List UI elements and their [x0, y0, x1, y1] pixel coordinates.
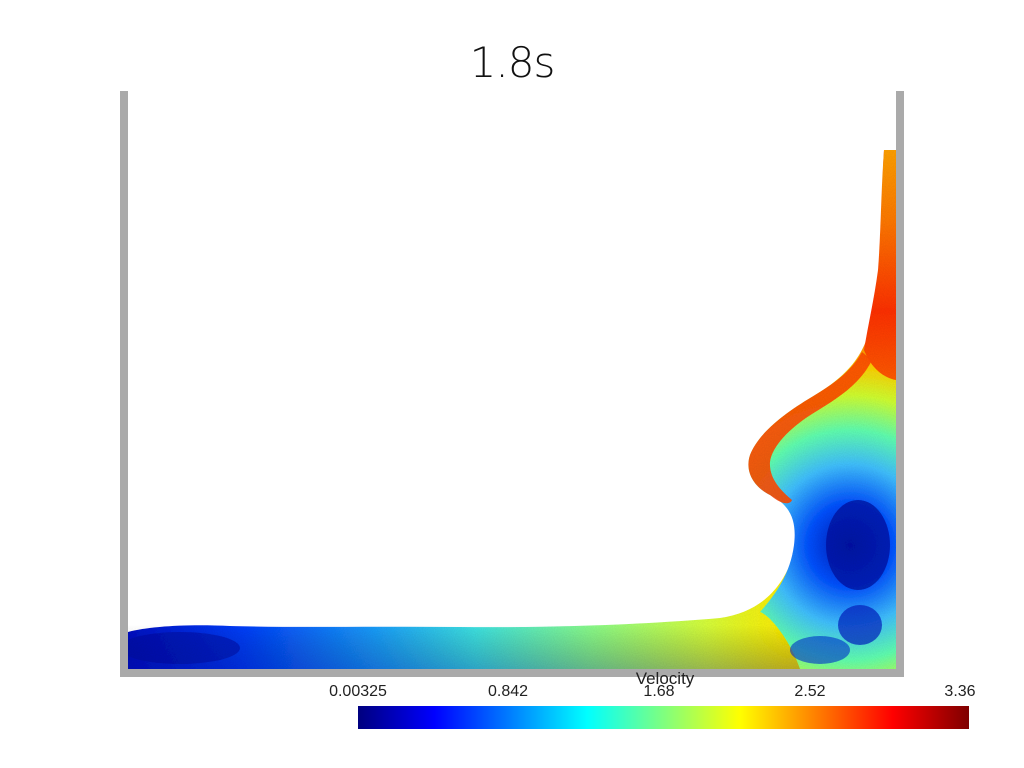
right-wall [896, 91, 904, 677]
colorbar-tick-1: 0.842 [487, 683, 529, 700]
colorbar-tick-4: 3.36 [944, 683, 976, 700]
wave-crest [748, 352, 872, 504]
left-wall [120, 91, 128, 677]
colorbar-tick-3: 2.52 [794, 683, 826, 700]
tank-walls [120, 91, 904, 677]
velocity-colorbar [358, 706, 969, 729]
colorbar-tick-2: 1.68 [643, 683, 675, 700]
fluid-particles [128, 150, 896, 669]
wave-body [748, 150, 896, 669]
time-title: 1.8s [469, 38, 556, 87]
wall-jet [864, 150, 896, 380]
colorbar-title: Velocity [635, 669, 695, 688]
colorbar-tick-0: 0.00325 [329, 683, 387, 700]
bottom-wall [120, 669, 904, 677]
